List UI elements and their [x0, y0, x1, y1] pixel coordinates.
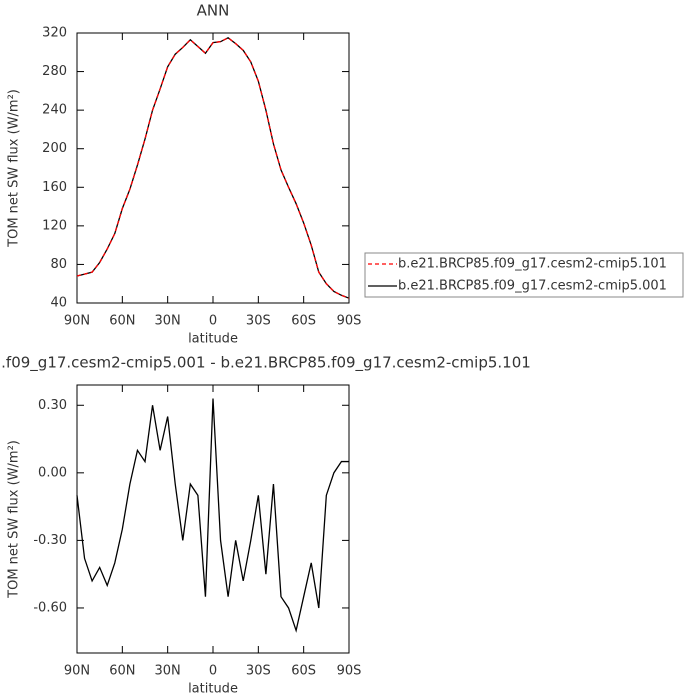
y-tick-label: 40: [50, 296, 67, 311]
x-tick-label: 90N: [64, 314, 90, 329]
x-tick-label: 90N: [64, 664, 90, 679]
y-tick-label: 160: [42, 180, 67, 195]
y-tick-label: -0.60: [33, 600, 67, 615]
x-tick-label: 0: [209, 314, 217, 329]
y-axis-label: TOM net SW flux (W/m²): [7, 440, 22, 599]
y-tick-label: 280: [42, 64, 67, 79]
x-tick-label: 30S: [246, 664, 271, 679]
x-tick-label: 60S: [291, 664, 316, 679]
chart-title: b.e21.BRCP85.f09_g17.cesm2-cmip5.001 - b…: [0, 354, 531, 373]
x-tick-label: 0: [209, 664, 217, 679]
legend-box: [364, 252, 684, 298]
y-axis-label: TOM net SW flux (W/m²): [7, 89, 22, 248]
y-tick-label: 80: [50, 257, 67, 272]
y-tick-label: 0.00: [38, 465, 67, 480]
data-line: [76, 37, 350, 299]
plot-frame: [76, 384, 350, 654]
y-tick-label: 240: [42, 103, 67, 118]
x-tick-label: 60N: [109, 664, 135, 679]
chart-title: ANN: [197, 2, 230, 20]
x-axis-label: latitude: [188, 332, 238, 347]
x-tick-label: 30S: [246, 314, 271, 329]
y-tick-label: 0.30: [38, 398, 67, 413]
x-tick-label: 30N: [155, 664, 181, 679]
y-tick-label: 120: [42, 218, 67, 233]
legend-label: b.e21.BRCP85.f09_g17.cesm2-cmip5.101: [398, 257, 667, 272]
y-tick-label: 200: [42, 141, 67, 156]
y-tick-label: -0.30: [33, 533, 67, 548]
x-tick-label: 60S: [291, 314, 316, 329]
x-tick-label: 60N: [109, 314, 135, 329]
legend-label: b.e21.BRCP85.f09_g17.cesm2-cmip5.001: [398, 279, 667, 294]
x-tick-label: 30N: [155, 314, 181, 329]
plot-frame: [76, 32, 350, 304]
x-axis-label: latitude: [188, 682, 238, 697]
data-line: [76, 398, 349, 633]
x-tick-label: 90S: [337, 664, 362, 679]
data-line: [76, 37, 350, 299]
x-tick-label: 90S: [337, 314, 362, 329]
y-tick-label: 320: [42, 26, 67, 41]
